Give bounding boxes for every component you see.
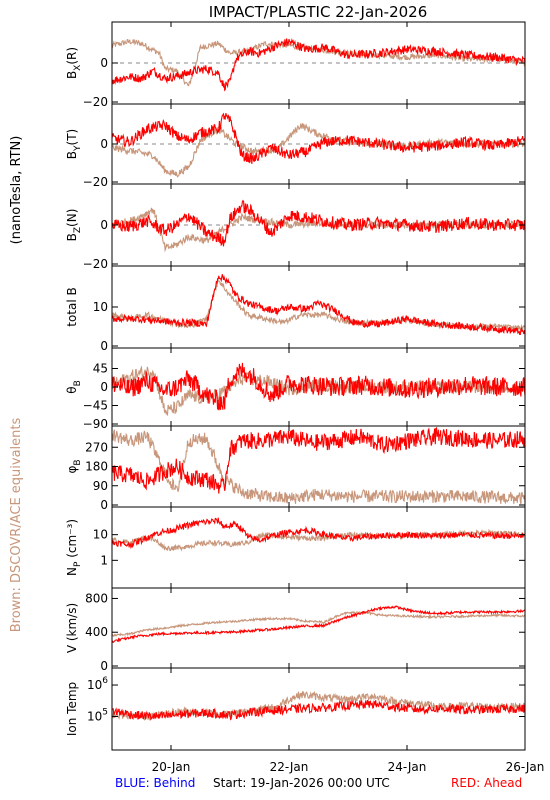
panel-phi: 270 180 90 0 φB [65,425,526,512]
panel-frame-temp [111,667,526,751]
y-tick-label-phi: 90 [93,479,108,493]
panel-btot: 0 10 total B [65,265,526,353]
y-tick-label-temp: 105 [87,708,108,724]
panel-label-phi: φB [65,459,83,473]
x-tick-label: 24-Jan [388,760,427,774]
y-tick-label-phi: 270 [85,440,108,454]
y-tick-label-np: 1 [100,553,108,567]
panel-by: 0 −20 BY(T) [65,103,526,189]
y-tick-label-bz: 0 [100,218,108,232]
panel-label-bx: BX(R) [65,47,83,79]
ace-side-label: Brown: DSCOVR/ACE equivalents [9,418,24,633]
footer-red-label: RED: Ahead [451,776,522,790]
x-tick-label: 20-Jan [152,760,191,774]
y-tick-label-bz: −20 [83,257,108,271]
ahead-series-bx [112,37,525,92]
y-tick-label-phi: 180 [85,460,108,474]
ahead-series-v [112,605,525,644]
panel-label-temp: Ion Temp [65,682,79,736]
panel-label-by: BY(T) [65,129,83,159]
y-tick-label-theta: 45 [93,362,108,376]
y-tick-label-v: 400 [85,625,108,639]
y-tick-label-bx: −20 [83,95,108,109]
x-tick-label: 22-Jan [270,760,309,774]
panel-label-btot: total B [65,287,79,327]
x-tick-label: 26-Jan [506,760,545,774]
ahead-series-by [112,112,525,164]
ace-series-btot [112,279,525,332]
panel-theta: 45 0 −45 −90 θB [65,347,526,431]
y-tick-label-np: 10 [93,528,108,542]
panel-label-v: V (km/s) [65,603,79,653]
ahead-series-btot [112,274,525,336]
footer-blue-label: BLUE: Behind [115,776,195,790]
panel-frame-bx [111,21,526,105]
y-tick-label-by: −20 [83,175,108,189]
footer-start-label: Start: 19-Jan-2026 00:00 UTC [213,776,390,790]
panel-label-np: NP (cm⁻³) [65,519,83,576]
y-tick-label-v: 800 [85,591,108,605]
y-tick-label-phi: 0 [100,498,108,512]
panel-bz: 0 −20 BZ(N) [65,183,526,271]
ahead-series-temp [112,699,525,721]
ace-series-theta [112,365,525,416]
panel-frame-btot [111,265,526,349]
y-tick-label-theta: 0 [100,380,108,394]
y-tick-label-temp: 106 [87,676,108,692]
panel-np: 10 1 NP (cm⁻³) [65,506,526,589]
ahead-series-np [112,517,525,549]
units-side-label: (nanoTesla, RTN) [9,136,24,245]
y-tick-label-v: 0 [100,659,108,673]
y-tick-label-theta: −45 [83,399,108,413]
panel-label-bz: BZ(N) [65,209,83,242]
panel-temp: 106 105 Ion Temp [65,667,526,751]
ahead-series-theta [112,362,525,411]
ahead-series-phi [112,426,525,494]
y-tick-label-theta: −90 [83,417,108,431]
y-tick-label-btot: 0 [100,339,108,353]
y-tick-label-by: 0 [100,137,108,151]
x-axis: 20-Jan 22-Jan 24-Jan 26-Jan [152,22,545,774]
y-tick-label-btot: 10 [93,300,108,314]
y-tick-label-bx: 0 [100,56,108,70]
chart-title: IMPACT/PLASTIC 22-Jan-2026 [209,3,428,21]
panel-frame-v [111,587,526,669]
ace-series-v [112,610,525,637]
panel-bx: 0 −20 BX(R) [65,21,526,109]
ace-series-np [112,528,525,552]
panel-label-theta: θB [65,380,83,394]
ahead-series-bz [112,199,525,247]
panel-v: 800 400 0 V (km/s) [65,587,526,673]
